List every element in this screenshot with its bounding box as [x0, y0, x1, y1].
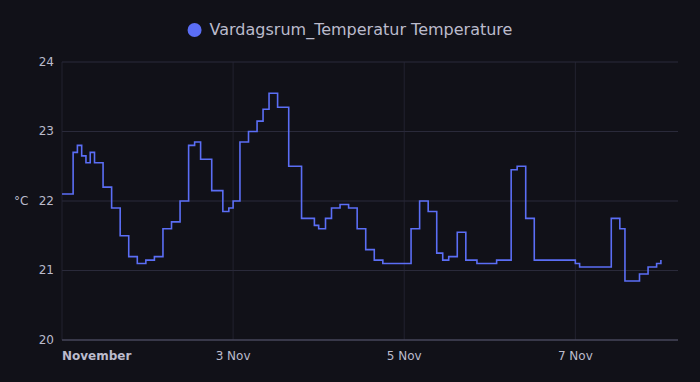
- y-axis-label: °C: [14, 194, 28, 208]
- y-tick-label: 23: [39, 124, 54, 138]
- x-grid-line: [404, 62, 405, 340]
- x-tick-label: November: [62, 349, 131, 363]
- y-grid-line: [62, 340, 678, 341]
- y-grid-line: [62, 201, 678, 202]
- x-grid-line: [62, 62, 63, 340]
- y-tick-label: 22: [39, 194, 54, 208]
- title: Vardagsrum_Temperatur Temperature: [210, 20, 513, 40]
- y-grid-line: [62, 131, 678, 132]
- background: [0, 0, 700, 382]
- step-line: [62, 93, 661, 281]
- y-grid-line: [62, 62, 678, 63]
- grid: [62, 62, 678, 340]
- x-tick-label: 5 Nov: [387, 349, 422, 363]
- y-tick-label: 24: [39, 55, 54, 69]
- title-group: Vardagsrum_Temperatur Temperature: [188, 20, 513, 40]
- plot-area: [62, 93, 661, 281]
- x-axis-line: [62, 340, 678, 341]
- x-tick-label: 3 Nov: [216, 349, 251, 363]
- x-grid-line: [575, 62, 576, 340]
- chart: 20 21 22 23 24 November 3 Nov 5 Nov 7 Nov °C Varda…: [0, 0, 700, 382]
- x-tick-label: 7 Nov: [558, 349, 593, 363]
- y-grid-line: [62, 270, 678, 271]
- title-dot: [188, 23, 202, 37]
- y-tick-label: 20: [39, 333, 54, 347]
- y-tick-label: 21: [39, 263, 54, 277]
